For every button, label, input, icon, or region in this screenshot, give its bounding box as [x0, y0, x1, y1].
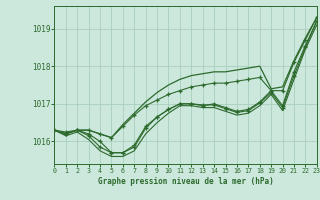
X-axis label: Graphe pression niveau de la mer (hPa): Graphe pression niveau de la mer (hPa): [98, 177, 274, 186]
